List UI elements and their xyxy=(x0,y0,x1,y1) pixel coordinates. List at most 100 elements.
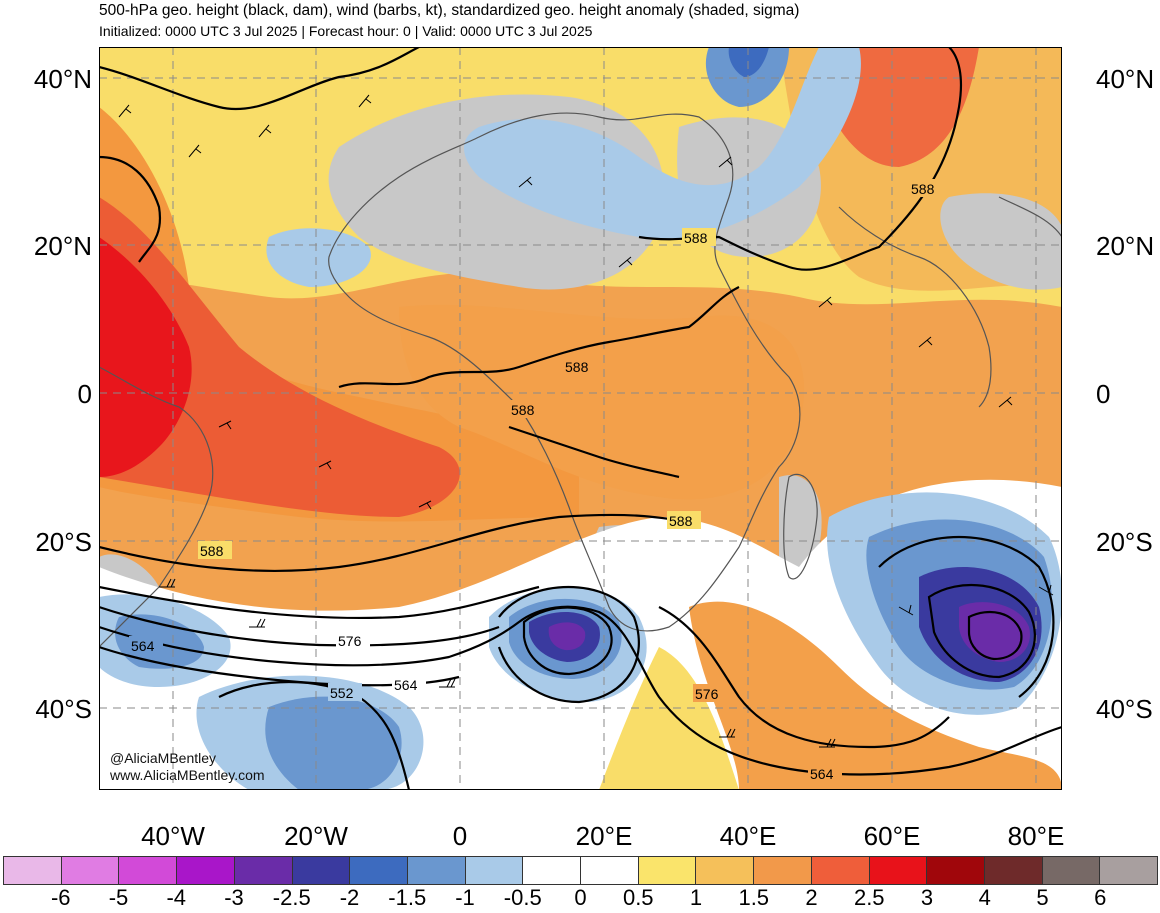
colorbar-tick-label: -5 xyxy=(108,885,129,910)
anomaly-colorbar xyxy=(3,856,1158,885)
anomaly-deepred-west xyxy=(99,237,192,477)
lat-label-left: 40°N xyxy=(33,64,92,94)
lat-label-left: 20°S xyxy=(35,527,92,557)
anomaly-yellow-southeast xyxy=(599,647,739,790)
contour-588-south xyxy=(99,513,690,573)
colorbar-tick-label: -1.5 xyxy=(388,885,427,910)
lon-label: 20°E xyxy=(575,821,633,851)
lat-label-left: 0 xyxy=(77,379,92,409)
colorbar-swatch xyxy=(1100,857,1158,884)
colorbar-tick-label: 1.5 xyxy=(738,885,770,910)
colorbar-swatch xyxy=(984,857,1043,884)
contour-label: 588 xyxy=(565,359,589,375)
colorbar-swatch xyxy=(523,857,582,884)
map-title: 500-hPa geo. height (black, dam), wind (… xyxy=(99,2,800,19)
colorbar-swatch xyxy=(581,857,639,884)
anomaly-lightblue-north xyxy=(464,47,861,239)
contour-label: 588 xyxy=(200,543,224,559)
contour-label: 564 xyxy=(131,638,155,654)
lon-label: 40°W xyxy=(141,821,205,851)
contour-564-trough xyxy=(99,605,1062,776)
lon-label: 40°E xyxy=(719,821,777,851)
colorbar-swatch xyxy=(292,857,351,884)
credit-website: www.AliciaMBentley.com xyxy=(110,767,265,783)
lat-label-left: 40°S xyxy=(35,694,92,724)
anomaly-purple-indian-low xyxy=(959,602,1030,662)
contour-label: 588 xyxy=(669,513,693,529)
lat-label-right: 20°N xyxy=(1096,231,1155,261)
lon-label: 80°E xyxy=(1007,821,1065,851)
colorbar-swatch xyxy=(754,857,812,884)
colorbar-tick-label: -2.5 xyxy=(272,885,311,910)
contour-indian-core xyxy=(967,610,1023,661)
colorbar-tick-label: 0 xyxy=(574,885,587,910)
colorbar-swatch xyxy=(465,857,524,884)
contour-588-tropics-2 xyxy=(508,425,680,479)
colorbar-tick-label: -2 xyxy=(339,885,360,910)
lon-label: 60°E xyxy=(863,821,921,851)
contour-576-east xyxy=(658,606,950,749)
contour-cape-low xyxy=(522,606,613,676)
contour-label: 588 xyxy=(511,402,535,418)
anomaly-orange-central xyxy=(399,304,805,500)
contour-label: 576 xyxy=(695,686,719,702)
contour-label: 576 xyxy=(338,633,362,649)
anomaly-orange-southeast xyxy=(689,601,1062,790)
colorbar-tick-label: 4 xyxy=(978,885,991,910)
credit-twitter: @AliciaMBentley xyxy=(110,750,217,766)
height-contours xyxy=(99,47,1062,790)
contour-label: 552 xyxy=(330,685,354,701)
anomaly-grey-india xyxy=(940,193,1062,290)
colorbar-tick-label: 3 xyxy=(920,885,934,910)
map-subtitle: Initialized: 0000 UTC 3 Jul 2025 | Forec… xyxy=(99,23,593,39)
lat-label-right: 20°S xyxy=(1096,527,1153,557)
contour-label: 564 xyxy=(394,677,418,693)
contour-588-tropics xyxy=(338,286,740,389)
wind-barbs xyxy=(118,94,1054,748)
contour-label: 564 xyxy=(810,766,834,782)
contour-label: 588 xyxy=(684,230,708,246)
colorbar-tick-label: -0.5 xyxy=(503,885,542,910)
colorbar-swatch xyxy=(234,857,293,884)
colorbar-swatch xyxy=(696,857,755,884)
colorbar-tick-label: 5 xyxy=(1036,885,1049,910)
anomaly-purple-cape-low xyxy=(548,622,586,651)
lat-label-right: 40°N xyxy=(1096,64,1155,94)
contour-west-ridge xyxy=(99,155,162,263)
colorbar-tick-label: -6 xyxy=(50,885,71,910)
contour-indian-inner xyxy=(927,583,1036,679)
colorbar-tick-label: 1 xyxy=(689,885,703,910)
anomaly-red-west xyxy=(99,197,460,517)
colorbar-swatch xyxy=(927,857,985,884)
anomaly-lightblue-nw xyxy=(266,228,371,287)
contour-588-north xyxy=(638,47,963,271)
colorbar-swatch xyxy=(61,857,120,884)
contour-nw xyxy=(99,47,420,111)
lat-label-right: 0 xyxy=(1096,379,1111,409)
colorbar-swatch xyxy=(407,857,466,884)
colorbar-swatch xyxy=(4,857,62,884)
contour-576-south xyxy=(99,585,540,620)
lat-label-left: 20°N xyxy=(33,231,92,261)
colorbar-swatch xyxy=(638,857,697,884)
colorbar-swatch xyxy=(811,857,870,884)
weather-map: 588 588 588 588 588 588 564 576 564 552 … xyxy=(99,47,1062,790)
colorbar-tick-label: 2.5 xyxy=(853,885,885,910)
contour-570 xyxy=(99,605,500,647)
colorbar-swatch xyxy=(1042,857,1101,884)
lon-label: 0 xyxy=(452,821,468,851)
anomaly-blue-north xyxy=(705,47,789,107)
lat-label-right: 40°S xyxy=(1096,694,1153,724)
colorbar-swatch xyxy=(177,857,235,884)
colorbar-tick-label: 2 xyxy=(805,885,818,910)
colorbar-tick-label: -3 xyxy=(224,885,244,910)
colorbar-tick-label: -4 xyxy=(166,885,187,910)
colorbar-swatch xyxy=(869,857,928,884)
lon-label: 20°W xyxy=(284,821,348,851)
anomaly-darkblue-north xyxy=(728,47,769,77)
colorbar-swatch xyxy=(350,857,408,884)
contour-label-group: 588 588 588 588 588 588 564 576 564 552 … xyxy=(129,179,943,782)
anomaly-blue-southwest xyxy=(265,696,402,790)
contour-cape-outer xyxy=(497,585,640,704)
colorbar-tick-label: -1 xyxy=(455,885,475,910)
